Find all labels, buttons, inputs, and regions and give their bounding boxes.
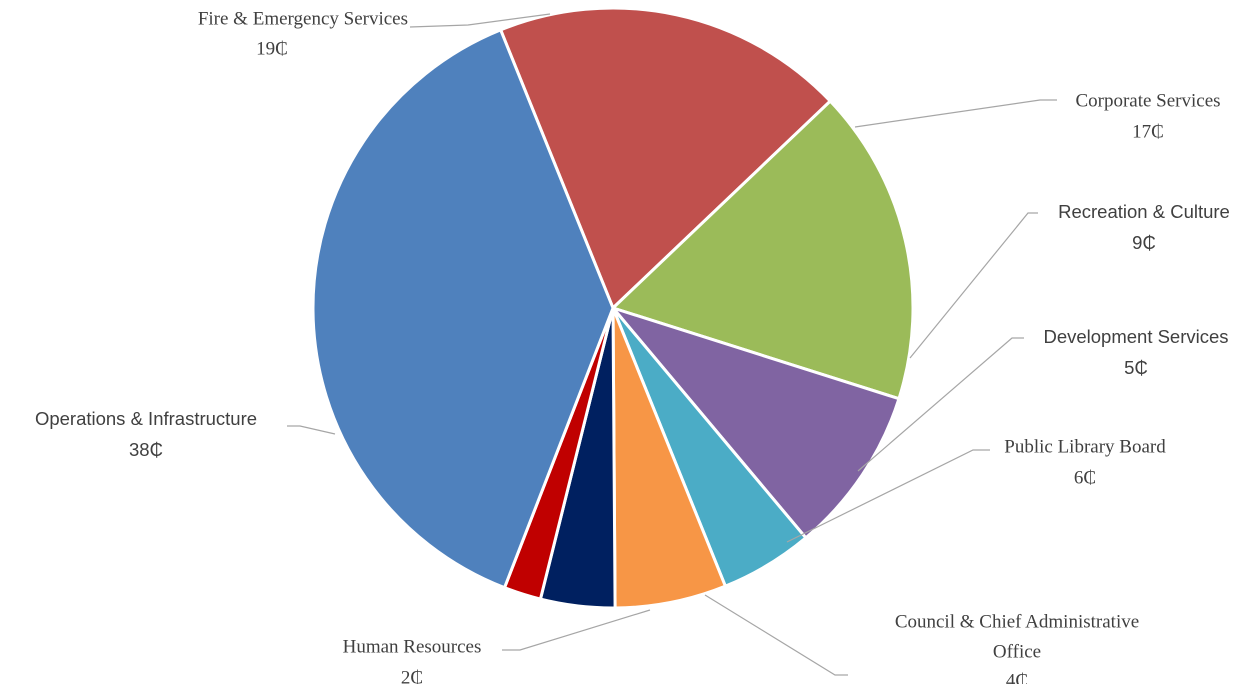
slices-layer: [311, 6, 915, 610]
category-label-operations-infrastructure: Operations & Infrastructure: [35, 408, 257, 429]
data-label-public-library-board: Public Library Board 6₵: [1004, 436, 1166, 488]
pie-slice-recreation-culture: [611, 306, 901, 540]
value-label-operations-infrastructure: 38₵: [129, 439, 163, 460]
category-label-human-resources: Human Resources: [343, 636, 482, 657]
category-label-development-services: Development Services: [1043, 326, 1228, 347]
leader-line-development-services: [857, 337, 1024, 472]
leader-line-corporate-services: [854, 99, 1057, 128]
pie-slice-corporate-services: [611, 99, 915, 401]
category-label-corporate-services: Corporate Services: [1075, 90, 1220, 111]
category-label-public-library-board: Public Library Board: [1004, 436, 1166, 457]
value-label-development-services: 5₵: [1124, 357, 1148, 378]
value-label-corporate-services: 17₵: [1132, 121, 1164, 142]
data-label-operations-infrastructure: Operations & Infrastructure 38₵: [35, 408, 257, 460]
leader-line-fire-emergency-services: [409, 13, 551, 28]
value-label-public-library-board: 6₵: [1074, 467, 1096, 488]
value-label-council-chief-admin-office: 4₵: [1006, 670, 1028, 684]
data-label-council-chief-admin-office: Council & Chief Administrative Office 4₵: [895, 611, 1139, 684]
leader-line-council-chief-admin-office: [704, 594, 848, 676]
category-label-fire-emergency-services: Fire & Emergency Services: [198, 8, 408, 29]
data-label-recreation-culture: Recreation & Culture 9₵: [1058, 201, 1230, 253]
leader-line-operations-infrastructure: [287, 425, 336, 435]
category-label-council-chief-admin-office: Office: [993, 641, 1041, 662]
leader-line-human-resources: [502, 609, 651, 651]
leader-line-public-library-board: [786, 449, 990, 543]
category-label-council-chief-admin-office: Council & Chief Administrative: [895, 611, 1139, 632]
value-label-human-resources: 2₵: [401, 667, 423, 684]
value-label-recreation-culture: 9₵: [1132, 232, 1156, 253]
data-labels-layer: Fire & Emergency Services 19₵ Corporate Se…: [35, 8, 1230, 684]
pie-slice-operations-infrastructure: [311, 28, 615, 590]
data-label-fire-emergency-services: Fire & Emergency Services 19₵: [198, 8, 408, 59]
category-label-recreation-culture: Recreation & Culture: [1058, 201, 1230, 222]
data-label-human-resources: Human Resources 2₵: [343, 636, 482, 684]
value-label-fire-emergency-services: 19₵: [256, 38, 288, 59]
data-label-development-services: Development Services 5₵: [1043, 326, 1228, 378]
leader-lines-layer: [287, 13, 1057, 676]
data-label-corporate-services: Corporate Services 17₵: [1075, 90, 1220, 142]
leader-line-recreation-culture: [909, 212, 1038, 359]
